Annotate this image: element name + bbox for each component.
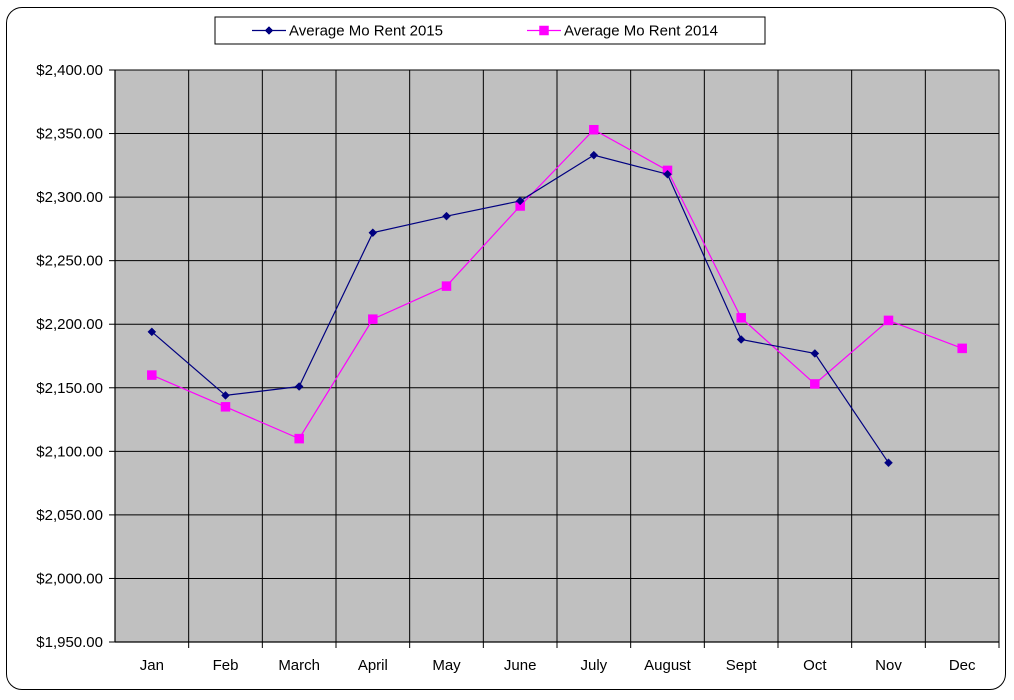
legend-entry-1: Average Mo Rent 2014 — [527, 23, 718, 40]
x-tick-label: May — [432, 657, 461, 674]
data-point-square — [957, 343, 967, 354]
series-line — [151, 128, 963, 440]
data-point-diamond — [264, 26, 274, 35]
x-tick-label: Dec — [949, 657, 976, 674]
x-tick-label: April — [358, 657, 388, 674]
x-tick-label: June — [504, 657, 537, 674]
data-point-diamond — [663, 169, 672, 179]
x-tick-label: July — [580, 657, 607, 674]
x-tick-label: Sept — [726, 657, 758, 674]
x-tick-label: Feb — [213, 657, 239, 674]
data-point-diamond — [810, 349, 820, 358]
y-tick-label: $2,150.00 — [36, 380, 103, 397]
series-0 — [147, 150, 893, 468]
y-tick-label: $1,950.00 — [36, 634, 103, 651]
y-tick-label: $2,050.00 — [36, 507, 103, 524]
data-point-square — [539, 25, 549, 36]
data-point-square — [220, 402, 231, 412]
data-point-square — [589, 124, 599, 135]
legend-box — [214, 16, 766, 45]
y-tick-label: $2,200.00 — [36, 316, 103, 333]
x-tick-label: August — [644, 657, 692, 674]
data-point-diamond — [589, 150, 599, 160]
legend-entry-0: Average Mo Rent 2015 — [252, 23, 443, 40]
data-point-diamond — [515, 196, 525, 206]
data-point-diamond — [736, 335, 746, 344]
data-point-square — [883, 315, 894, 326]
data-point-diamond — [884, 458, 893, 468]
data-point-diamond — [221, 391, 230, 400]
y-tick-label: $2,000.00 — [36, 570, 103, 587]
data-point-square — [294, 433, 304, 444]
legend: Average Mo Rent 2015 Average Mo Rent 2014 — [214, 16, 766, 45]
legend-label: Average Mo Rent 2015 — [289, 23, 443, 40]
x-tick-label: March — [278, 657, 320, 674]
data-point-square — [368, 314, 378, 324]
data-point-square — [736, 313, 746, 323]
data-point-square — [147, 370, 157, 380]
data-point-square — [810, 379, 820, 389]
y-tick-label: $2,100.00 — [36, 443, 103, 460]
y-tick-label: $2,250.00 — [36, 253, 103, 270]
data-point-diamond — [294, 382, 304, 391]
data-point-diamond — [442, 211, 451, 221]
y-tick-label: $2,350.00 — [36, 126, 103, 143]
plot-area: $1,950.00 $2,000.00 $2,050.00 $2,100.00 $2,1… — [36, 62, 1000, 674]
x-tick-label: Nov — [875, 657, 902, 674]
y-tick-label: $2,300.00 — [36, 189, 103, 206]
data-point-diamond — [368, 228, 378, 238]
data-point-diamond — [147, 327, 157, 337]
data-point-square — [441, 281, 452, 291]
x-tick-label: Jan — [140, 657, 164, 674]
y-tick-label: $2,400.00 — [36, 62, 103, 79]
legend-label: Average Mo Rent 2014 — [564, 23, 718, 40]
x-tick-label: Oct — [803, 657, 827, 674]
